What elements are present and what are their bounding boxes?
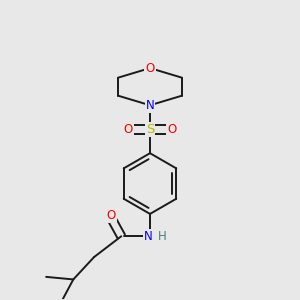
Text: S: S [146, 123, 154, 136]
Text: H: H [158, 230, 167, 243]
Text: O: O [106, 209, 116, 222]
Text: N: N [144, 230, 153, 243]
Text: N: N [146, 99, 154, 112]
Text: O: O [167, 123, 176, 136]
Text: O: O [124, 123, 133, 136]
Text: O: O [146, 61, 154, 75]
